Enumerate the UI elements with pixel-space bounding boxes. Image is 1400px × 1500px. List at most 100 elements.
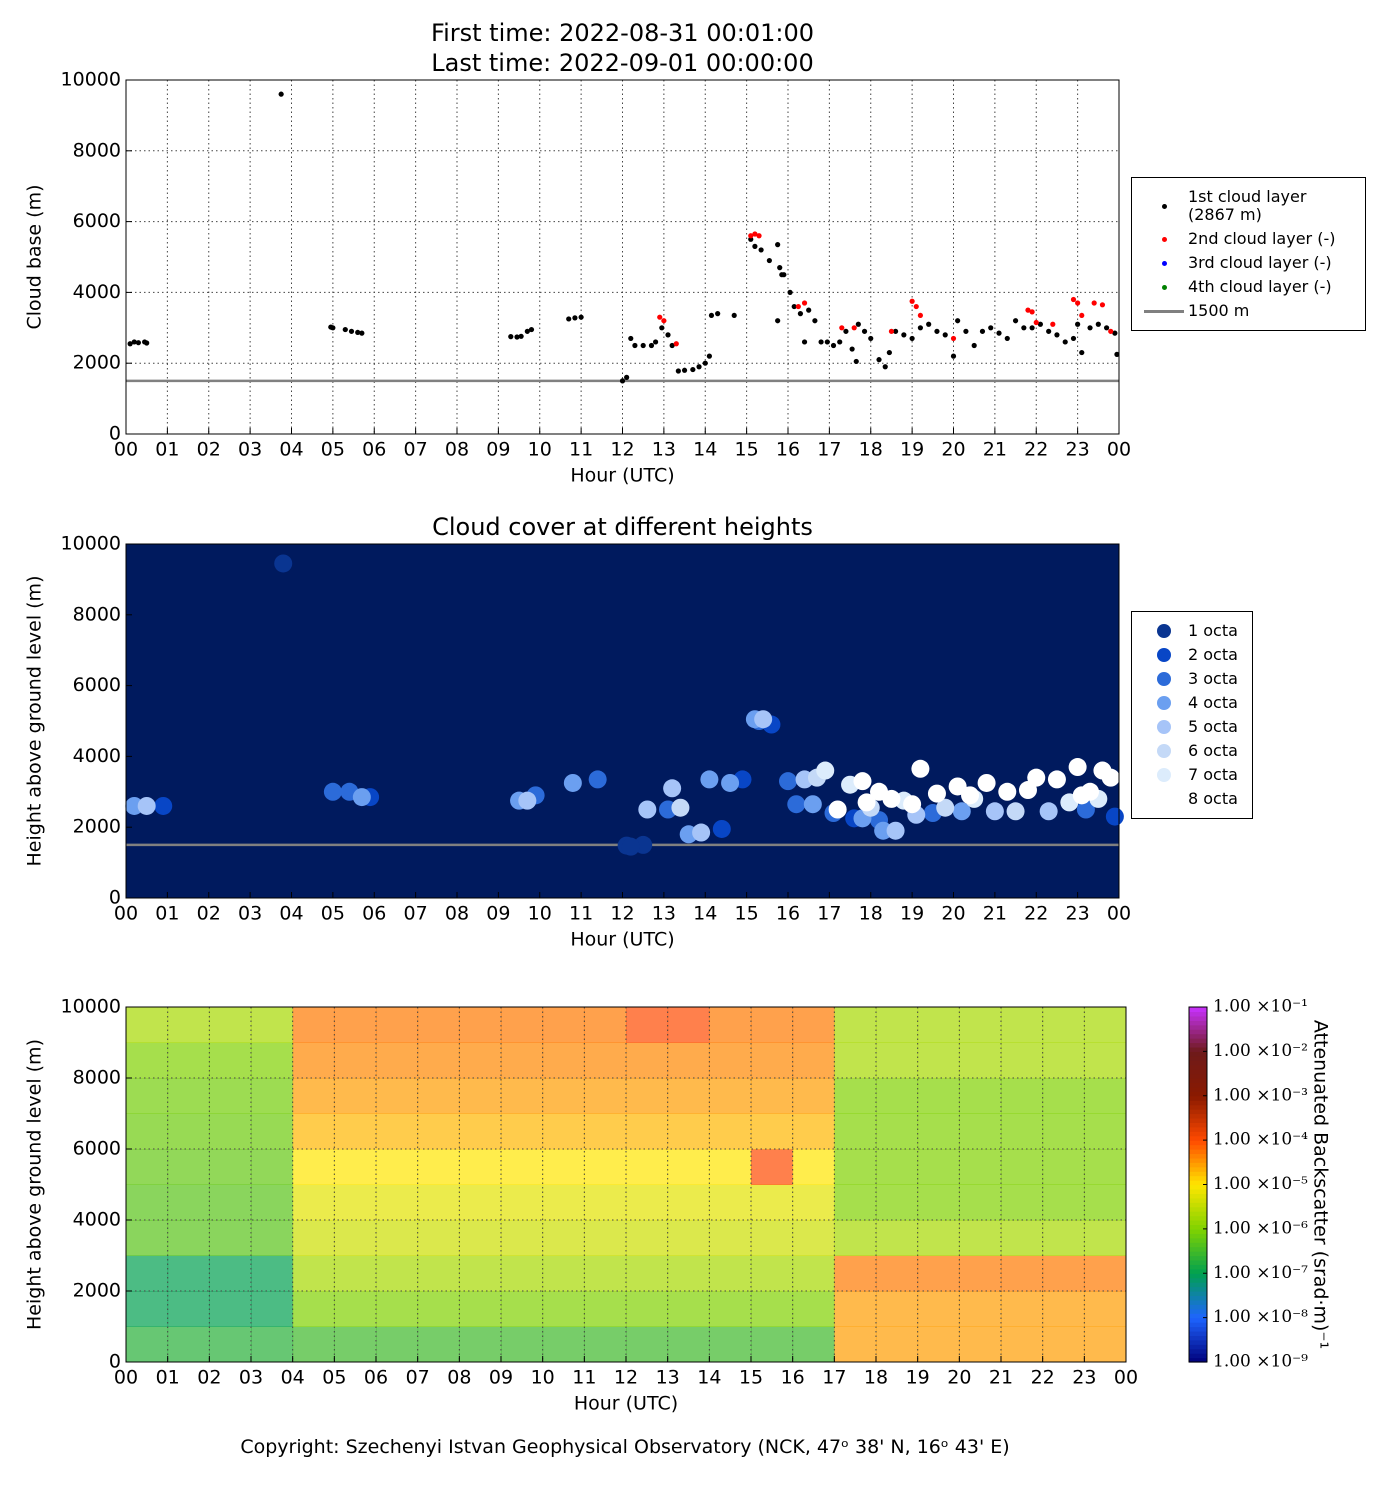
data-point — [663, 779, 682, 798]
x-tick-label: 01 — [155, 903, 179, 925]
legend-marker — [1140, 284, 1188, 290]
heatmap-cell — [876, 1149, 919, 1185]
data-point — [137, 796, 156, 815]
data-point — [917, 325, 924, 331]
x-tick-label: 06 — [362, 439, 386, 461]
heatmap-cell — [792, 1255, 835, 1292]
x-axis-label: Hour (UTC) — [570, 465, 674, 487]
colorbar-segment — [1189, 1348, 1207, 1354]
heatmap-cell — [626, 1255, 669, 1292]
data-point — [323, 782, 342, 801]
heatmap-cell — [709, 1007, 752, 1043]
heatmap-cell — [209, 1042, 252, 1079]
heatmap-cell — [876, 1220, 919, 1256]
heatmap-cell — [292, 1255, 335, 1292]
colorbar-tick-label: 1.00 ×10⁻⁴ — [1213, 1130, 1308, 1150]
data-point — [528, 326, 535, 333]
data-point — [1046, 328, 1052, 334]
data-point — [1103, 325, 1110, 331]
colorbar-segment — [1189, 1180, 1207, 1186]
data-point — [849, 346, 855, 352]
heatmap-cell — [126, 1149, 169, 1185]
heatmap-cell — [251, 1042, 294, 1079]
heatmap-cell — [167, 1042, 210, 1079]
x-axis-label: Hour (UTC) — [574, 1393, 678, 1415]
heatmap-cell — [751, 1291, 794, 1327]
data-point — [779, 772, 797, 791]
heatmap-cell — [167, 1291, 210, 1327]
heatmap-cell — [917, 1220, 960, 1256]
heatmap-cell — [167, 1007, 210, 1043]
data-point — [824, 339, 830, 345]
heatmap-cell — [1042, 1220, 1085, 1256]
colorbar-segment — [1189, 1144, 1207, 1150]
legend-label: 2 octa — [1188, 645, 1238, 664]
colorbar-tick-label: 1.00 ×10⁻⁶ — [1213, 1218, 1308, 1238]
heatmap-cell — [1084, 1326, 1127, 1363]
heatmap-cell — [251, 1255, 294, 1292]
heatmap-cell — [126, 1220, 169, 1256]
data-point — [731, 312, 737, 319]
x-axis-label: Hour (UTC) — [570, 929, 674, 951]
heatmap-cell — [834, 1326, 877, 1363]
data-point — [843, 328, 849, 334]
x-tick-label: 08 — [445, 903, 469, 925]
x-tick-label: 15 — [735, 439, 759, 461]
data-point — [806, 307, 812, 313]
heatmap-cell — [459, 1184, 502, 1221]
heatmap-cell — [459, 1113, 502, 1150]
x-tick-label: 17 — [817, 439, 841, 461]
data-point — [857, 793, 876, 812]
colorbar-segment — [1189, 1313, 1207, 1319]
colorbar-tick-label: 1.00 ×10⁻⁵ — [1213, 1174, 1308, 1194]
colorbar-segment — [1189, 1193, 1207, 1199]
x-tick-label: 17 — [817, 903, 841, 925]
heatmap-cell — [334, 1220, 377, 1256]
data-point — [961, 786, 980, 805]
heatmap-cell — [376, 1184, 419, 1221]
colorbar-segment — [1189, 1033, 1207, 1039]
heatmap-cell — [709, 1184, 752, 1221]
data-point — [566, 316, 572, 322]
x-tick-label: 12 — [610, 439, 634, 461]
legend-entry: 4 octa — [1140, 694, 1244, 712]
colorbar-segment — [1189, 1246, 1207, 1252]
data-point — [851, 325, 857, 331]
heatmap-cell — [876, 1291, 919, 1327]
x-tick-label: 16 — [781, 1367, 805, 1389]
data-point — [950, 353, 957, 359]
data-point — [624, 374, 630, 380]
heatmap-cell — [292, 1113, 335, 1150]
heatmap-cell — [834, 1113, 877, 1150]
x-tick-label: 00 — [1107, 903, 1131, 925]
heatmap-cell — [792, 1149, 835, 1185]
legend-entry: 3 octa — [1140, 670, 1244, 688]
data-point — [1114, 351, 1120, 357]
data-point — [628, 335, 634, 342]
y-tick-label: 6000 — [73, 674, 121, 696]
x-tick-label: 22 — [1024, 439, 1048, 461]
x-tick-label: 05 — [321, 903, 345, 925]
heatmap-cell — [667, 1220, 710, 1256]
y-tick-label: 4000 — [73, 281, 121, 303]
heatmap-cell — [792, 1113, 835, 1150]
data-point — [508, 334, 514, 340]
colorbar-segment — [1189, 1277, 1207, 1283]
data-point — [657, 314, 663, 320]
chart-title: Cloud cover at different heights — [432, 513, 813, 541]
legend: 1st cloud layer (2867 m) 2nd cloud layer … — [1131, 177, 1366, 331]
legend-marker — [1140, 768, 1188, 782]
x-tick-label: 07 — [404, 439, 428, 461]
legend-marker — [1140, 696, 1188, 710]
colorbar-segment — [1189, 1069, 1207, 1075]
data-point — [131, 339, 137, 345]
heatmap-cell — [542, 1291, 585, 1327]
data-point — [1091, 300, 1097, 306]
data-point — [795, 303, 801, 310]
heatmap-cell — [334, 1042, 377, 1079]
x-tick-label: 11 — [569, 903, 593, 925]
heatmap-cell — [917, 1149, 960, 1185]
heatmap-cell — [792, 1291, 835, 1327]
colorbar-segment — [1189, 1171, 1207, 1177]
